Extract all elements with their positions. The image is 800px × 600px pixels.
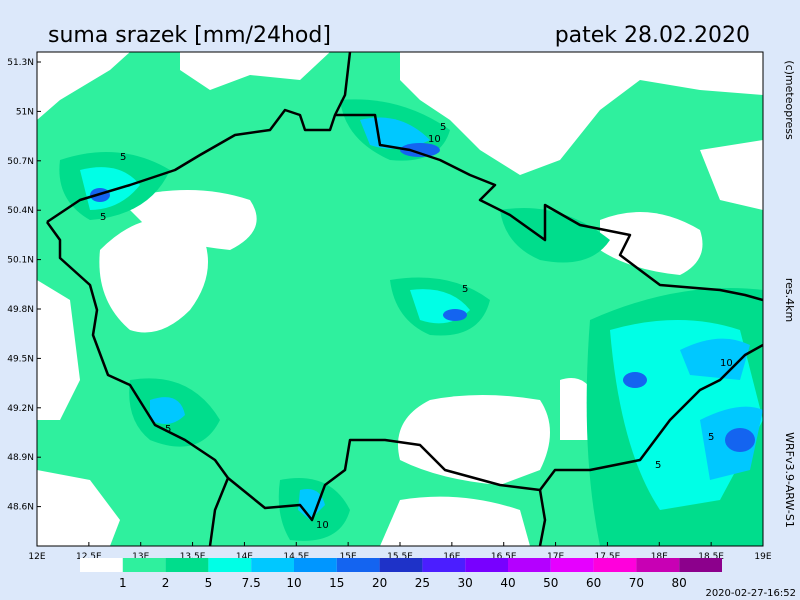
legend-level: 10 bbox=[286, 576, 301, 590]
map bbox=[37, 51, 764, 547]
legend-level: 20 bbox=[372, 576, 387, 590]
legend-level: 80 bbox=[672, 576, 687, 590]
legend-swatch bbox=[422, 558, 466, 572]
legend-swatch bbox=[165, 558, 209, 572]
date: patek 28.02.2020 bbox=[555, 23, 750, 48]
contour-label: 10 bbox=[720, 358, 733, 369]
x-axis-label: 14.5E bbox=[283, 552, 309, 562]
y-axis-label: 50.1N bbox=[7, 256, 34, 266]
legend-swatch bbox=[80, 558, 123, 572]
country-border bbox=[45, 51, 764, 547]
x-axis-label: 16.5E bbox=[491, 552, 517, 562]
resolution: res.4km bbox=[783, 278, 796, 322]
contour-label: 5 bbox=[440, 122, 446, 133]
y-axis-label: 50.4N bbox=[7, 206, 34, 216]
title: suma srazek [mm/24hod] bbox=[48, 23, 331, 48]
x-axis-label: 13.5E bbox=[180, 552, 206, 562]
legend-swatch bbox=[636, 558, 680, 572]
legend-level: 70 bbox=[629, 576, 644, 590]
copyright: (c)meteopress bbox=[783, 60, 796, 140]
model: WRFv3.9-ARW-S1 bbox=[783, 432, 796, 528]
y-axis-label: 49.5N bbox=[7, 354, 34, 364]
legend-swatch bbox=[679, 558, 722, 572]
legend-swatch bbox=[593, 558, 637, 572]
legend-swatch bbox=[208, 558, 252, 572]
legend-swatch bbox=[550, 558, 594, 572]
legend-level: 7.5 bbox=[242, 576, 261, 590]
x-axis-label: 17E bbox=[547, 552, 564, 562]
contour-label: 10 bbox=[316, 520, 329, 531]
x-axis-label: 18.5E bbox=[698, 552, 724, 562]
contour-label: 5 bbox=[655, 460, 661, 471]
legend-swatch bbox=[251, 558, 294, 572]
legend-swatch bbox=[379, 558, 423, 572]
legend-level: 15 bbox=[329, 576, 344, 590]
contour-label: 5 bbox=[100, 212, 106, 223]
x-axis-label: 15E bbox=[340, 552, 357, 562]
x-axis-label: 14E bbox=[236, 552, 253, 562]
x-axis-label: 18E bbox=[651, 552, 668, 562]
timestamp: 2020-02-27-16:52 bbox=[705, 588, 796, 599]
legend-level: 60 bbox=[586, 576, 601, 590]
contour-label: 5 bbox=[708, 432, 714, 443]
y-axis-label: 51.3N bbox=[7, 58, 34, 68]
legend-swatch bbox=[508, 558, 551, 572]
legend-level: 50 bbox=[543, 576, 558, 590]
x-axis-label: 16E bbox=[443, 552, 460, 562]
legend-swatch bbox=[122, 558, 166, 572]
legend-swatch bbox=[465, 558, 508, 572]
contour-label: 5 bbox=[462, 284, 468, 295]
legend-swatch bbox=[336, 558, 380, 572]
y-axis-label: 49.8N bbox=[7, 305, 34, 315]
contour-label: 5 bbox=[120, 152, 126, 163]
legend-level: 25 bbox=[415, 576, 430, 590]
x-axis-label: 13E bbox=[132, 552, 149, 562]
x-axis-label: 12.5E bbox=[76, 552, 102, 562]
x-axis-label: 12E bbox=[28, 552, 45, 562]
legend-level: 40 bbox=[500, 576, 515, 590]
contour-label: 5 bbox=[165, 424, 171, 435]
y-axis-label: 50.7N bbox=[7, 157, 34, 167]
x-axis-label: 17.5E bbox=[595, 552, 621, 562]
y-axis-label: 49.2N bbox=[7, 404, 34, 414]
y-axis-label: 51N bbox=[16, 107, 34, 117]
legend-swatch bbox=[294, 558, 337, 572]
legend-level: 1 bbox=[119, 576, 127, 590]
legend-level: 5 bbox=[205, 576, 213, 590]
contour-label: 10 bbox=[428, 134, 441, 145]
y-axis-label: 48.6N bbox=[7, 503, 34, 513]
x-axis-label: 15.5E bbox=[387, 552, 413, 562]
y-axis-label: 48.9N bbox=[7, 453, 34, 463]
x-axis-label: 19E bbox=[754, 552, 771, 562]
legend-level: 2 bbox=[162, 576, 170, 590]
legend-level: 30 bbox=[458, 576, 473, 590]
